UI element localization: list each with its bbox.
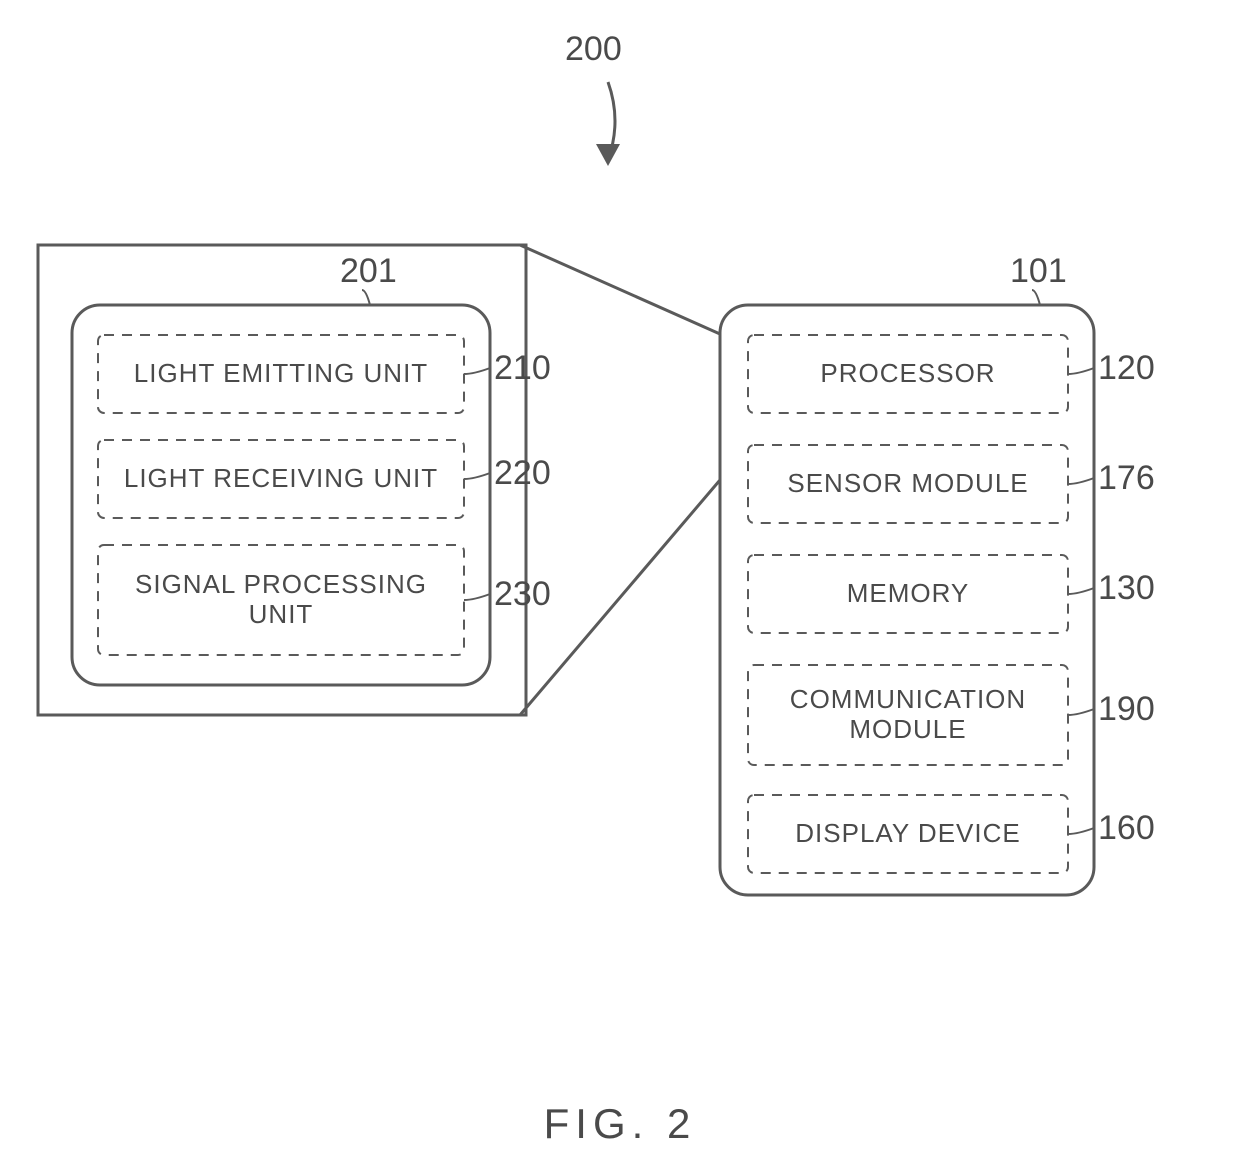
reference-number: 230: [494, 575, 551, 614]
block-label: MEMORY: [748, 555, 1068, 633]
reference-number: 190: [1098, 690, 1155, 729]
diagram-stage: 200 FIG. 2 201LIGHT EMITTING UNIT210LIGH…: [0, 0, 1240, 1174]
block-label: SIGNAL PROCESSING UNIT: [98, 545, 464, 655]
reference-number: 176: [1098, 459, 1155, 498]
block-label: PROCESSOR: [748, 335, 1068, 413]
figure-caption: FIG. 2: [500, 1100, 740, 1148]
block-label: LIGHT EMITTING UNIT: [98, 335, 464, 413]
block-label: DISPLAY DEVICE: [748, 795, 1068, 873]
block-label: SENSOR MODULE: [748, 445, 1068, 523]
reference-number: 130: [1098, 569, 1155, 608]
block-label: COMMUNICATION MODULE: [748, 665, 1068, 765]
reference-number: 101: [1010, 252, 1067, 291]
block-label: LIGHT RECEIVING UNIT: [98, 440, 464, 518]
reference-number: 210: [494, 349, 551, 388]
reference-number: 160: [1098, 809, 1155, 848]
reference-number: 220: [494, 454, 551, 493]
reference-number: 120: [1098, 349, 1155, 388]
reference-number: 201: [340, 252, 397, 291]
